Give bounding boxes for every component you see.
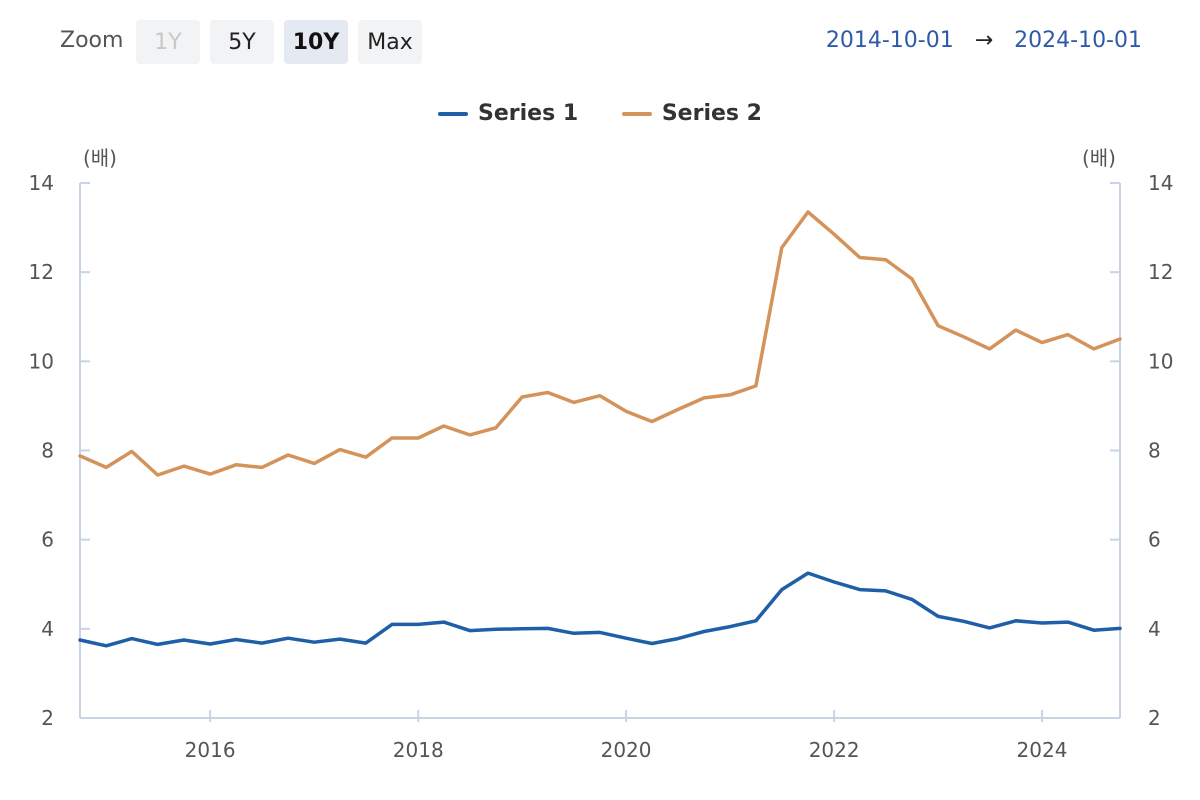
chart-series [78, 210, 1122, 648]
y-tick-label-left: 10 [29, 349, 54, 373]
x-tick-label: 2018 [393, 738, 444, 762]
toolbar: Zoom 1Y 5Y 10Y Max 2014-10-01 → 2024-10-… [0, 0, 1200, 84]
right-axis-unit-label: (배) [1082, 146, 1116, 170]
chart-axes: 2 2 4 4 6 6 8 8 10 10 12 12 14 14 2016 2018 2020 2022 2024 [29, 171, 1174, 762]
series-line-1[interactable] [78, 571, 1122, 648]
zoom-1y-button[interactable]: 1Y [136, 20, 200, 64]
legend-label-series-2: Series 2 [661, 100, 762, 126]
y-tick-label-left: 12 [29, 260, 54, 284]
legend-item-series-1[interactable]: Series 1 [438, 101, 578, 126]
y-tick-label-right: 2 [1148, 706, 1161, 730]
y-tick-label-left: 14 [29, 171, 54, 195]
series-line-2[interactable] [78, 210, 1122, 477]
range-arrow-icon: → [974, 28, 994, 53]
x-tick-label: 2020 [601, 738, 652, 762]
zoom-5y-button[interactable]: 5Y [210, 20, 274, 64]
y-tick-label-right: 12 [1148, 260, 1173, 284]
x-tick-label: 2022 [809, 738, 860, 762]
y-tick-label-right: 8 [1148, 439, 1161, 463]
y-tick-label-left: 8 [41, 439, 54, 463]
legend-swatch-series-2 [621, 111, 652, 116]
y-tick-label-right: 10 [1148, 349, 1173, 373]
range-end-date[interactable]: 2024-10-01 [1014, 28, 1142, 53]
zoom-max-button[interactable]: Max [358, 20, 422, 64]
y-tick-label-right: 4 [1148, 617, 1161, 641]
zoom-10y-button[interactable]: 10Y [284, 20, 348, 64]
date-range: 2014-10-01 → 2024-10-01 [826, 28, 1142, 53]
zoom-label: Zoom [60, 28, 124, 53]
y-tick-label-left: 4 [41, 617, 54, 641]
y-tick-label-right: 6 [1148, 528, 1161, 552]
x-tick-label: 2016 [185, 738, 236, 762]
y-tick-label-right: 14 [1148, 171, 1173, 195]
legend-item-series-2[interactable]: Series 2 [621, 100, 762, 126]
left-axis-unit-label: (배) [83, 146, 117, 170]
y-tick-label-left: 6 [41, 528, 54, 552]
y-tick-label-left: 2 [41, 706, 54, 730]
legend-swatch-series-1 [438, 111, 469, 116]
legend-label-series-1: Series 1 [478, 100, 579, 126]
x-tick-label: 2024 [1017, 738, 1068, 762]
range-start-date[interactable]: 2014-10-01 [825, 28, 954, 53]
chart-legend: Series 1 Series 2 [0, 100, 1200, 136]
